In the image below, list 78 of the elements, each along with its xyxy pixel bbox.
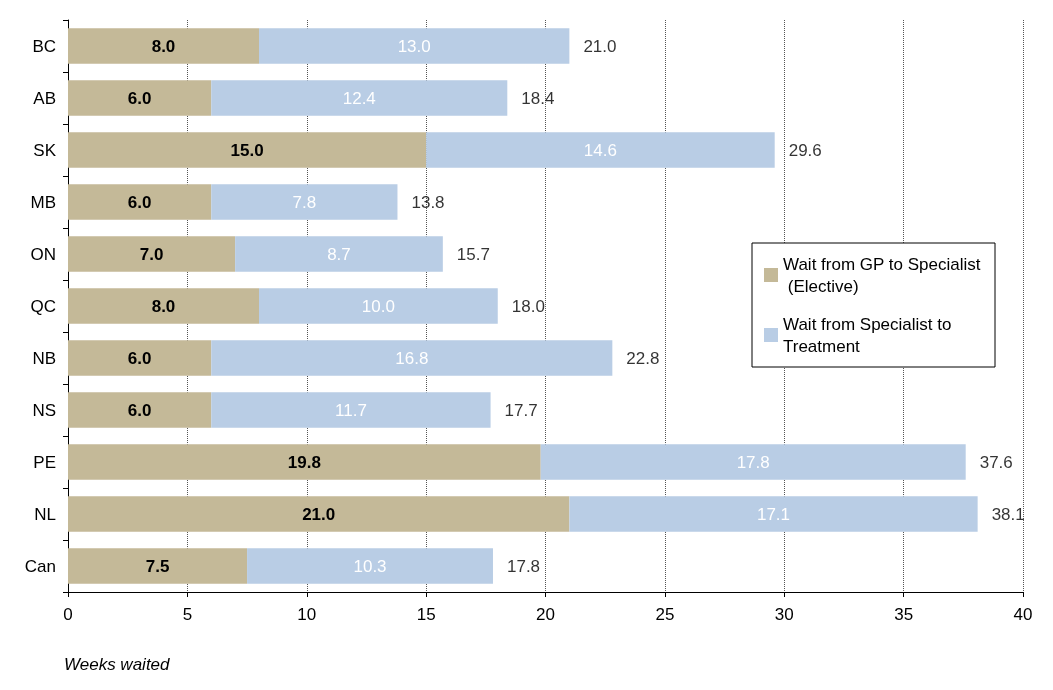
y-tick-label: AB (33, 88, 56, 108)
y-tick-label: QC (30, 296, 56, 316)
legend-label: Wait from GP to Specialist (Elective) (783, 254, 981, 296)
bar (211, 340, 613, 376)
total-label: 21.0 (583, 36, 617, 56)
bar (211, 184, 398, 220)
data-label: 16.8 (395, 348, 429, 368)
total-label: 13.8 (411, 192, 445, 212)
bar (68, 340, 212, 376)
bar (68, 496, 570, 532)
x-tick-label: 20 (536, 605, 555, 624)
total-label: 18.0 (511, 296, 545, 316)
bar (426, 132, 775, 168)
x-tick-label: 5 (182, 605, 193, 624)
data-label: 6.0 (127, 88, 152, 108)
x-tick-label: 40 (1013, 605, 1033, 624)
bar (540, 444, 966, 480)
y-tick-label: BC (32, 36, 56, 56)
y-tick-label: NB (32, 348, 56, 368)
bar (259, 28, 570, 64)
y-tick-label: NL (34, 504, 56, 524)
data-label: 7.5 (145, 556, 170, 576)
x-axis-title: Weeks waited (64, 655, 171, 674)
bar (211, 80, 508, 116)
bar (68, 392, 212, 428)
x-tick-label: 35 (894, 605, 914, 624)
data-label: 12.4 (342, 88, 376, 108)
y-tick-label: PE (33, 452, 56, 472)
total-label: 29.6 (788, 140, 822, 160)
total-label: 38.1 (991, 504, 1025, 524)
total-label: 17.8 (506, 556, 541, 576)
data-label: 10.0 (361, 296, 395, 316)
data-label: 19.8 (287, 452, 321, 472)
bar (211, 392, 491, 428)
bar (68, 184, 212, 220)
bar (68, 288, 259, 324)
total-label: 22.8 (626, 348, 660, 368)
bar (68, 444, 541, 480)
bar (68, 80, 212, 116)
legend-label: Wait from Specialist to Treatment (783, 314, 957, 356)
data-label: 17.8 (736, 452, 770, 472)
y-tick-label: MB (30, 192, 56, 212)
total-label: 18.4 (521, 88, 555, 108)
data-label: 8.0 (151, 36, 176, 56)
total-label: 15.7 (456, 244, 490, 264)
total-label: 37.6 (979, 452, 1013, 472)
y-tick-label: ON (30, 244, 56, 264)
bar (68, 28, 259, 64)
data-label: 8.0 (151, 296, 176, 316)
bar (235, 236, 443, 272)
x-tick-label: 25 (655, 605, 675, 624)
data-label: 7.0 (139, 244, 164, 264)
y-tick-label: Can (24, 556, 56, 576)
data-label: 11.7 (335, 400, 367, 420)
bar (569, 496, 978, 532)
bar (247, 548, 493, 584)
bar (259, 288, 498, 324)
data-label: 6.0 (127, 192, 152, 212)
y-tick-label: SK (33, 140, 57, 160)
x-tick-label: 30 (774, 605, 794, 624)
data-label: 13.0 (397, 36, 431, 56)
y-tick-label: NS (32, 400, 56, 420)
x-tick-label: 0 (63, 605, 73, 624)
data-label: 15.0 (230, 140, 264, 160)
bar (68, 548, 248, 584)
data-label: 6.0 (127, 400, 152, 420)
bar (68, 236, 236, 272)
data-label: 7.8 (292, 192, 317, 212)
data-label: 10.3 (353, 556, 387, 576)
data-label: 6.0 (127, 348, 152, 368)
x-tick-label: 10 (297, 605, 317, 624)
x-tick-label: 15 (416, 605, 436, 624)
data-label: 8.7 (327, 244, 351, 264)
bar (68, 132, 427, 168)
data-label: 14.6 (583, 140, 617, 160)
data-label: 21.0 (302, 504, 336, 524)
data-label: 17.1 (756, 504, 791, 524)
total-label: 17.7 (504, 400, 538, 420)
